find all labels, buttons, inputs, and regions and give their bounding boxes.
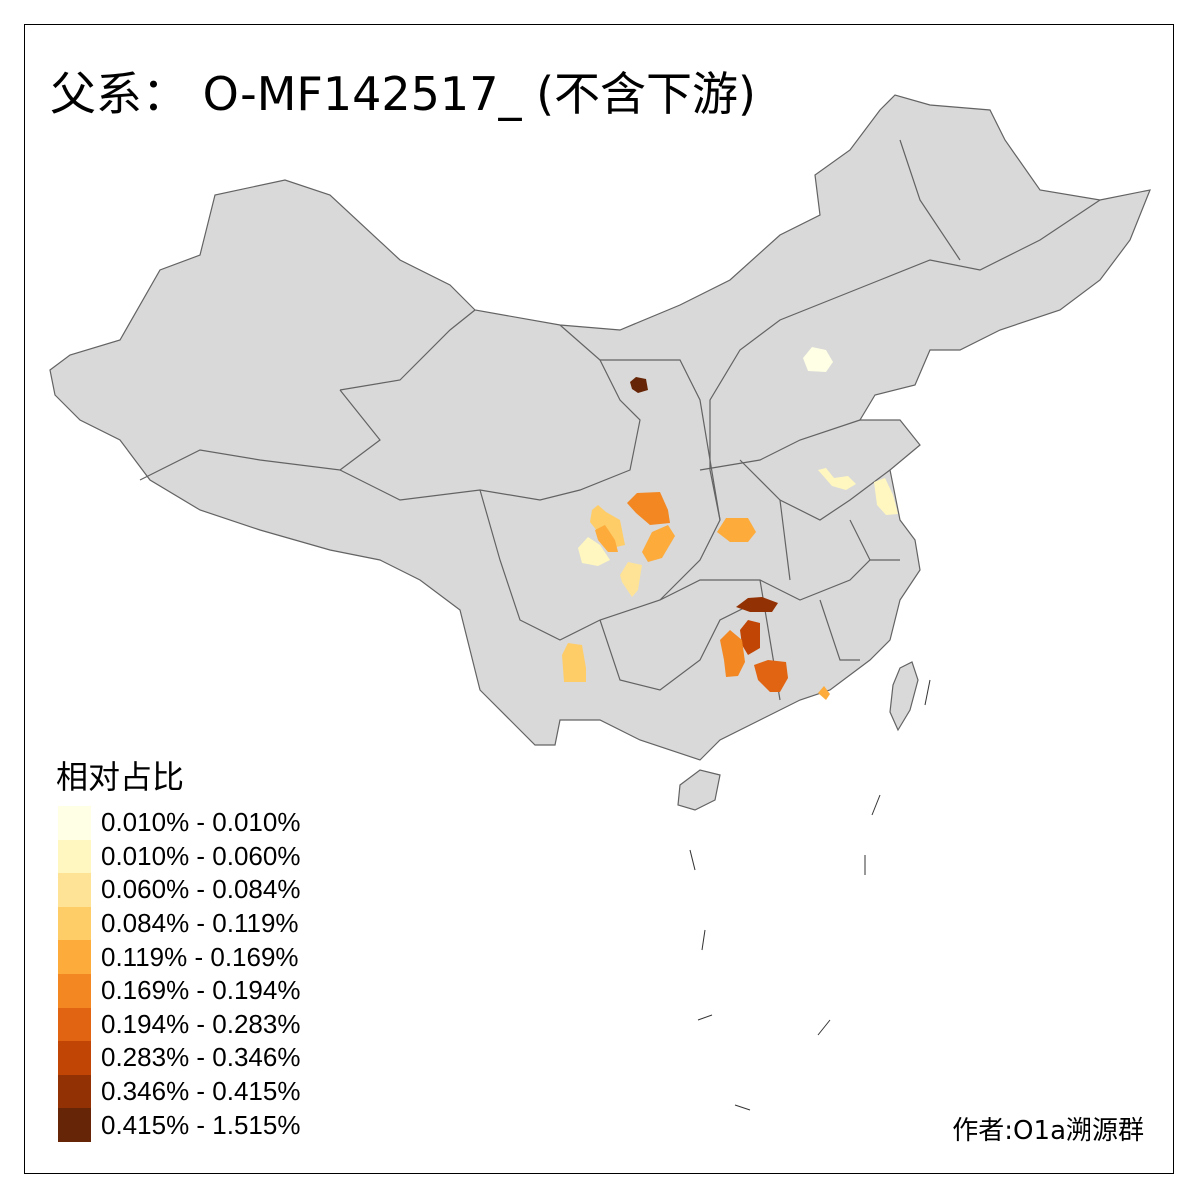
legend-item: 0.119% - 0.169%: [58, 940, 300, 974]
province-borders: [139, 139, 1101, 701]
taiwan-island: [889, 661, 919, 732]
author-credit: 作者:O1a溯源群: [952, 1116, 1144, 1146]
hainan-island: [677, 769, 721, 811]
legend-item: 0.060% - 0.084%: [58, 873, 300, 907]
legend-label: 0.283% - 0.346%: [101, 1042, 301, 1073]
legend-label: 0.415% - 1.515%: [101, 1109, 301, 1140]
legend-item: 0.010% - 0.060%: [58, 839, 301, 874]
region-shaded: [642, 525, 675, 562]
map-frame: [24, 24, 1174, 1174]
region-shaded: [630, 377, 648, 393]
legend-item: 0.084% - 0.119%: [58, 906, 300, 941]
region-shaded: [818, 686, 830, 700]
region-shaded: [818, 468, 856, 490]
region-shaded: [627, 492, 670, 525]
south-china-sea-islands: [689, 679, 931, 1111]
legend-label: 0.010% - 0.010%: [101, 807, 301, 838]
legend-label: 0.194% - 0.283%: [101, 1008, 301, 1039]
region-shaded: [620, 562, 642, 597]
region-shaded: [562, 643, 586, 682]
legend-swatch: [58, 1041, 91, 1075]
legend-item: 0.283% - 0.346%: [58, 1041, 300, 1075]
legend-swatch: [58, 1007, 91, 1042]
highlighted-regions: [562, 347, 898, 700]
legend-swatch: [58, 1074, 91, 1109]
region-shaded: [803, 347, 833, 372]
legend-item: 0.010% - 0.010%: [58, 806, 300, 840]
legend-item: 0.169% - 0.194%: [58, 973, 301, 1008]
legend-item: 0.194% - 0.283%: [58, 1007, 301, 1042]
legend-title: 相对占比: [56, 758, 185, 796]
region-shaded: [736, 597, 778, 612]
legend-item: 0.415% - 1.515%: [58, 1108, 300, 1142]
region-shaded: [590, 505, 625, 548]
country-land: [49, 94, 1151, 811]
region-shaded: [717, 518, 756, 542]
mainland-outline: [49, 94, 1151, 761]
region-shaded: [720, 630, 745, 677]
legend-swatch: [58, 873, 91, 907]
legend-label: 0.119% - 0.169%: [101, 941, 299, 972]
legend-swatch: [58, 1108, 91, 1142]
region-shaded: [740, 620, 760, 655]
legend-swatch: [58, 839, 91, 874]
region-shaded: [754, 660, 788, 692]
legend-item: 0.346% - 0.415%: [58, 1074, 301, 1109]
legend-swatch: [58, 973, 91, 1008]
legend-label: 0.346% - 0.415%: [101, 1076, 301, 1107]
legend-swatch: [58, 806, 91, 840]
legend-swatch: [58, 940, 91, 974]
legend-label: 0.060% - 0.084%: [101, 874, 301, 905]
legend-label: 0.169% - 0.194%: [101, 975, 301, 1006]
legend-label: 0.010% - 0.060%: [101, 840, 301, 871]
region-shaded: [874, 478, 898, 515]
region-shaded: [578, 537, 610, 566]
map-title: 父系： O-MF142517_ (不含下游): [50, 67, 756, 121]
legend: 0.010% - 0.010% 0.010% - 0.060% 0.060% - 0…: [58, 806, 300, 1142]
region-shaded: [595, 525, 618, 552]
legend-swatch: [58, 906, 91, 941]
legend-label: 0.084% - 0.119%: [101, 908, 299, 939]
